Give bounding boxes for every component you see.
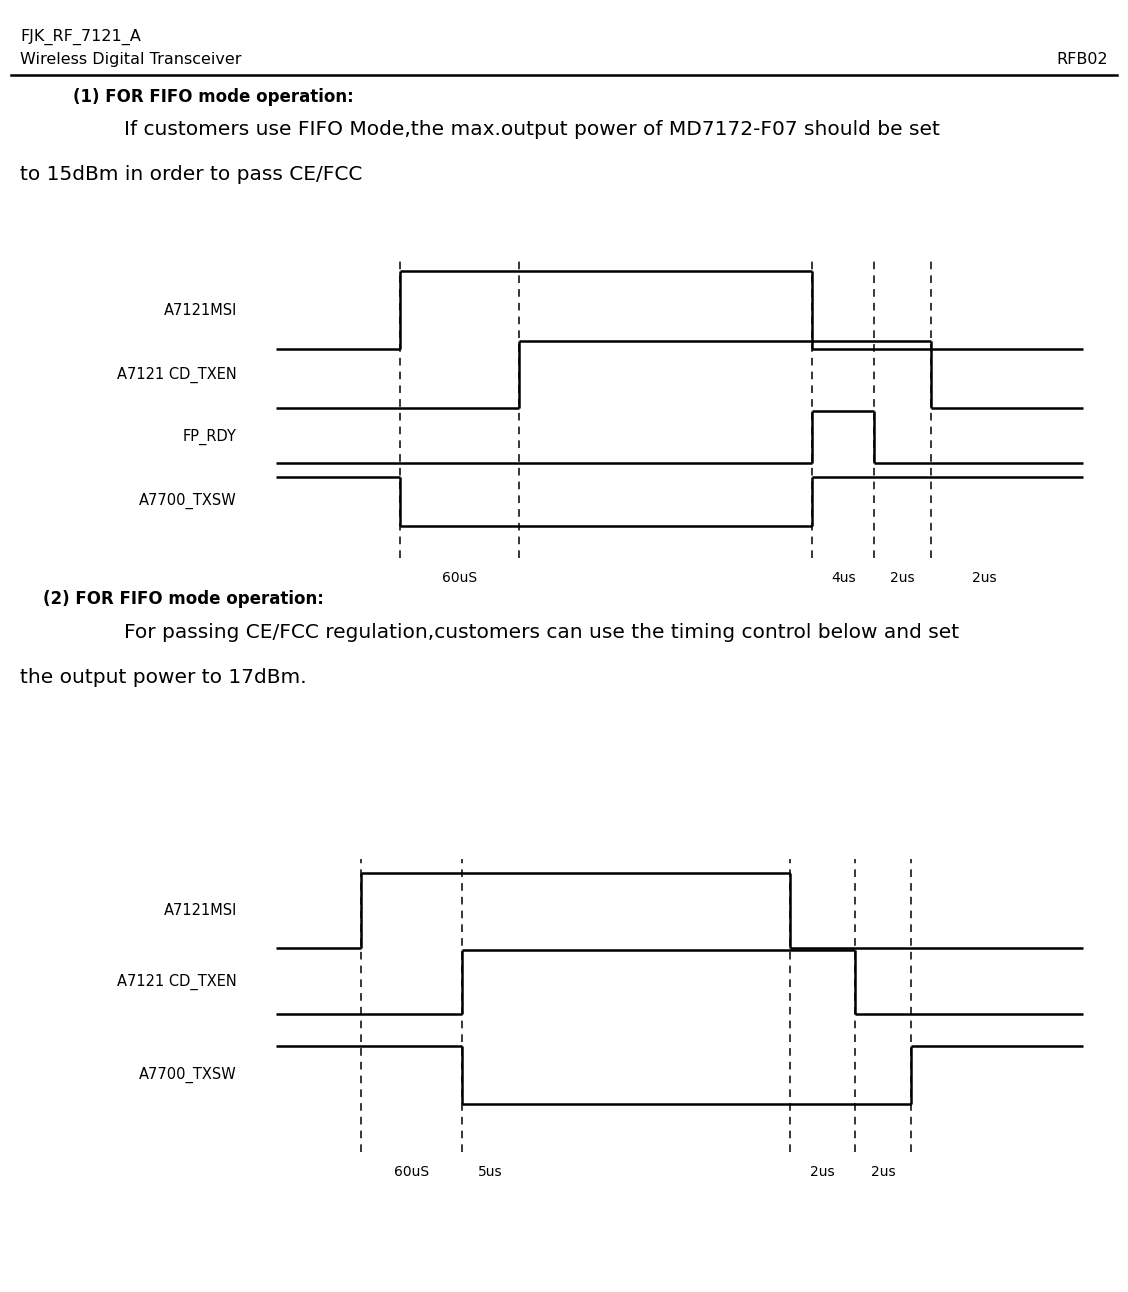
Text: A7700_TXSW: A7700_TXSW xyxy=(139,494,237,509)
Text: Wireless Digital Transceiver: Wireless Digital Transceiver xyxy=(20,52,241,67)
Text: 2us: 2us xyxy=(871,1165,896,1180)
Text: 2us: 2us xyxy=(890,571,915,585)
Text: 60uS: 60uS xyxy=(394,1165,430,1180)
Text: 60uS: 60uS xyxy=(442,571,477,585)
Text: RFB02: RFB02 xyxy=(1056,52,1108,67)
Text: to 15dBm in order to pass CE/FCC: to 15dBm in order to pass CE/FCC xyxy=(20,165,363,185)
Text: A7121MSI: A7121MSI xyxy=(164,302,237,318)
Text: A7121MSI: A7121MSI xyxy=(164,903,237,919)
Text: the output power to 17dBm.: the output power to 17dBm. xyxy=(20,668,307,687)
Text: A7121 CD_TXEN: A7121 CD_TXEN xyxy=(117,974,237,990)
Text: (1) FOR FIFO mode operation:: (1) FOR FIFO mode operation: xyxy=(73,88,354,106)
Text: 5us: 5us xyxy=(478,1165,503,1180)
Text: 4us: 4us xyxy=(831,571,855,585)
Text: (2) FOR FIFO mode operation:: (2) FOR FIFO mode operation: xyxy=(43,590,324,609)
Text: A7700_TXSW: A7700_TXSW xyxy=(139,1067,237,1083)
Text: A7121 CD_TXEN: A7121 CD_TXEN xyxy=(117,367,237,382)
Text: If customers use FIFO Mode,the max.output power of MD7172-F07 should be set: If customers use FIFO Mode,the max.outpu… xyxy=(124,120,940,140)
Text: FJK_RF_7121_A: FJK_RF_7121_A xyxy=(20,28,141,45)
Text: 2us: 2us xyxy=(971,571,996,585)
Text: FP_RDY: FP_RDY xyxy=(183,429,237,444)
Text: 2us: 2us xyxy=(810,1165,835,1180)
Text: For passing CE/FCC regulation,customers can use the timing control below and set: For passing CE/FCC regulation,customers … xyxy=(124,623,959,642)
